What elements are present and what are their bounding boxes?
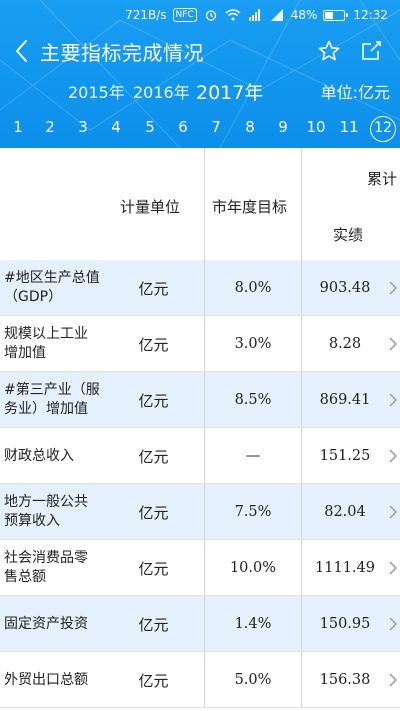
header-actual: 实绩 xyxy=(333,226,364,244)
indicator-name: 地方一般公共预算收入 xyxy=(4,494,88,529)
nav-actions xyxy=(304,34,388,68)
indicator-unit: 亿元 xyxy=(138,335,169,354)
indicator-actual: 150.95 xyxy=(319,616,371,632)
indicator-target: 8.0% xyxy=(234,280,272,296)
chevron-right-icon xyxy=(389,393,397,407)
nav-bar: 主要指标完成情况 xyxy=(0,30,400,72)
table-row[interactable]: #地区生产总值（GDP） 亿元 8.0% 903.48 xyxy=(0,260,400,316)
battery-percent: 48% xyxy=(290,8,318,22)
wifi-icon xyxy=(225,9,241,21)
indicator-name: #地区生产总值（GDP） xyxy=(4,270,100,305)
chevron-right-icon xyxy=(389,505,397,519)
month-tab[interactable]: 2 xyxy=(45,118,55,136)
chevron-right-icon xyxy=(389,281,397,295)
year-tab-selected[interactable]: 2017年 xyxy=(196,81,264,104)
indicator-name: 财政总收入 xyxy=(4,447,74,464)
month-selector: 1 2 3 4 5 6 7 8 9 10 11 12 xyxy=(0,112,400,146)
chevron-right-icon xyxy=(389,337,397,351)
indicator-target: — xyxy=(245,448,261,464)
indicator-name: 规模以上工业增加值 xyxy=(4,326,88,361)
table-row[interactable]: 社会消费品零售总额 亿元 10.0% 1111.49 xyxy=(0,540,400,596)
indicator-unit: 亿元 xyxy=(138,279,169,298)
chevron-left-icon[interactable] xyxy=(14,36,38,66)
page-title: 主要指标完成情况 xyxy=(40,40,204,65)
signal-icon xyxy=(269,9,285,21)
indicator-unit: 亿元 xyxy=(138,391,169,410)
indicator-target: 3.0% xyxy=(234,336,272,352)
indicator-unit: 亿元 xyxy=(138,671,169,690)
indicator-name: 外贸出口总额 xyxy=(4,671,88,688)
month-tab[interactable]: 7 xyxy=(211,118,221,136)
star-icon[interactable] xyxy=(312,34,346,68)
indicator-unit: 亿元 xyxy=(138,615,169,634)
year-tab[interactable]: 2016年 xyxy=(133,83,190,102)
chevron-right-icon xyxy=(389,617,397,631)
month-tab[interactable]: 8 xyxy=(245,118,255,136)
indicator-unit: 亿元 xyxy=(138,559,169,578)
month-tab[interactable]: 3 xyxy=(78,118,88,136)
year-tab[interactable]: 2015年 xyxy=(68,83,125,102)
indicator-actual: 82.04 xyxy=(324,504,366,520)
indicator-actual: 903.48 xyxy=(319,280,371,296)
month-tab[interactable]: 11 xyxy=(339,118,359,136)
table-row[interactable]: 规模以上工业增加值 亿元 3.0% 8.28 xyxy=(0,316,400,372)
month-tab-selected[interactable]: 12 xyxy=(370,116,396,142)
indicator-target: 8.5% xyxy=(234,392,272,408)
app-header: 721B/s NFC 48% 12:32 主要指标完成情况 xyxy=(0,0,400,148)
month-tab[interactable]: 10 xyxy=(306,118,326,136)
indicator-target: 5.0% xyxy=(234,672,272,688)
chevron-right-icon xyxy=(389,561,397,575)
alarm-icon xyxy=(203,9,219,21)
signal-4g-icon xyxy=(247,9,263,21)
month-tab[interactable]: 9 xyxy=(278,118,288,136)
indicator-unit: 亿元 xyxy=(138,503,169,522)
month-tab[interactable]: 4 xyxy=(111,118,121,136)
table-row[interactable]: #第三产业（服务业）增加值 亿元 8.5% 869.41 xyxy=(0,372,400,428)
header-unit: 计量单位 xyxy=(120,198,181,216)
share-icon[interactable] xyxy=(354,34,388,68)
network-speed: 721B/s xyxy=(125,8,167,22)
header-cumulative: 累计 xyxy=(367,170,398,188)
indicator-actual: 151.25 xyxy=(319,448,371,464)
table-row[interactable]: 固定资产投资 亿元 1.4% 150.95 xyxy=(0,596,400,652)
indicator-name: 固定资产投资 xyxy=(4,615,88,632)
table-header: 计量单位 市年度目标 累计 实绩 xyxy=(0,148,400,260)
indicator-name: 社会消费品零售总额 xyxy=(4,550,88,585)
nfc-indicator: NFC xyxy=(172,8,197,22)
month-tab[interactable]: 5 xyxy=(145,118,155,136)
header-background-pattern xyxy=(0,0,400,148)
battery-icon xyxy=(323,9,349,21)
column-divider xyxy=(301,148,302,260)
indicator-actual: 8.28 xyxy=(328,336,362,352)
table-row[interactable]: 外贸出口总额 亿元 5.0% 156.38 xyxy=(0,652,400,708)
indicator-target: 7.5% xyxy=(234,504,272,520)
chevron-right-icon xyxy=(389,673,397,687)
chevron-right-icon xyxy=(389,449,397,463)
month-tab[interactable]: 1 xyxy=(13,118,23,136)
indicator-target: 1.4% xyxy=(234,616,272,632)
indicator-actual: 156.38 xyxy=(319,672,371,688)
indicator-actual: 1111.49 xyxy=(315,560,375,576)
table-row[interactable]: 地方一般公共预算收入 亿元 7.5% 82.04 xyxy=(0,484,400,540)
indicator-actual: 869.41 xyxy=(319,392,371,408)
status-bar: 721B/s NFC 48% 12:32 xyxy=(0,0,400,30)
month-tab[interactable]: 6 xyxy=(178,118,188,136)
year-selector: 2015年 2016年 2017年 单位:亿元 xyxy=(0,74,400,108)
table-row[interactable]: 财政总收入 亿元 — 151.25 xyxy=(0,428,400,484)
indicator-target: 10.0% xyxy=(229,560,277,576)
column-divider xyxy=(204,148,205,260)
header-target: 市年度目标 xyxy=(212,198,288,216)
indicator-name: #第三产业（服务业）增加值 xyxy=(4,382,100,417)
clock: 12:32 xyxy=(353,8,388,22)
indicator-unit: 亿元 xyxy=(138,447,169,466)
unit-label: 单位:亿元 xyxy=(320,83,390,102)
